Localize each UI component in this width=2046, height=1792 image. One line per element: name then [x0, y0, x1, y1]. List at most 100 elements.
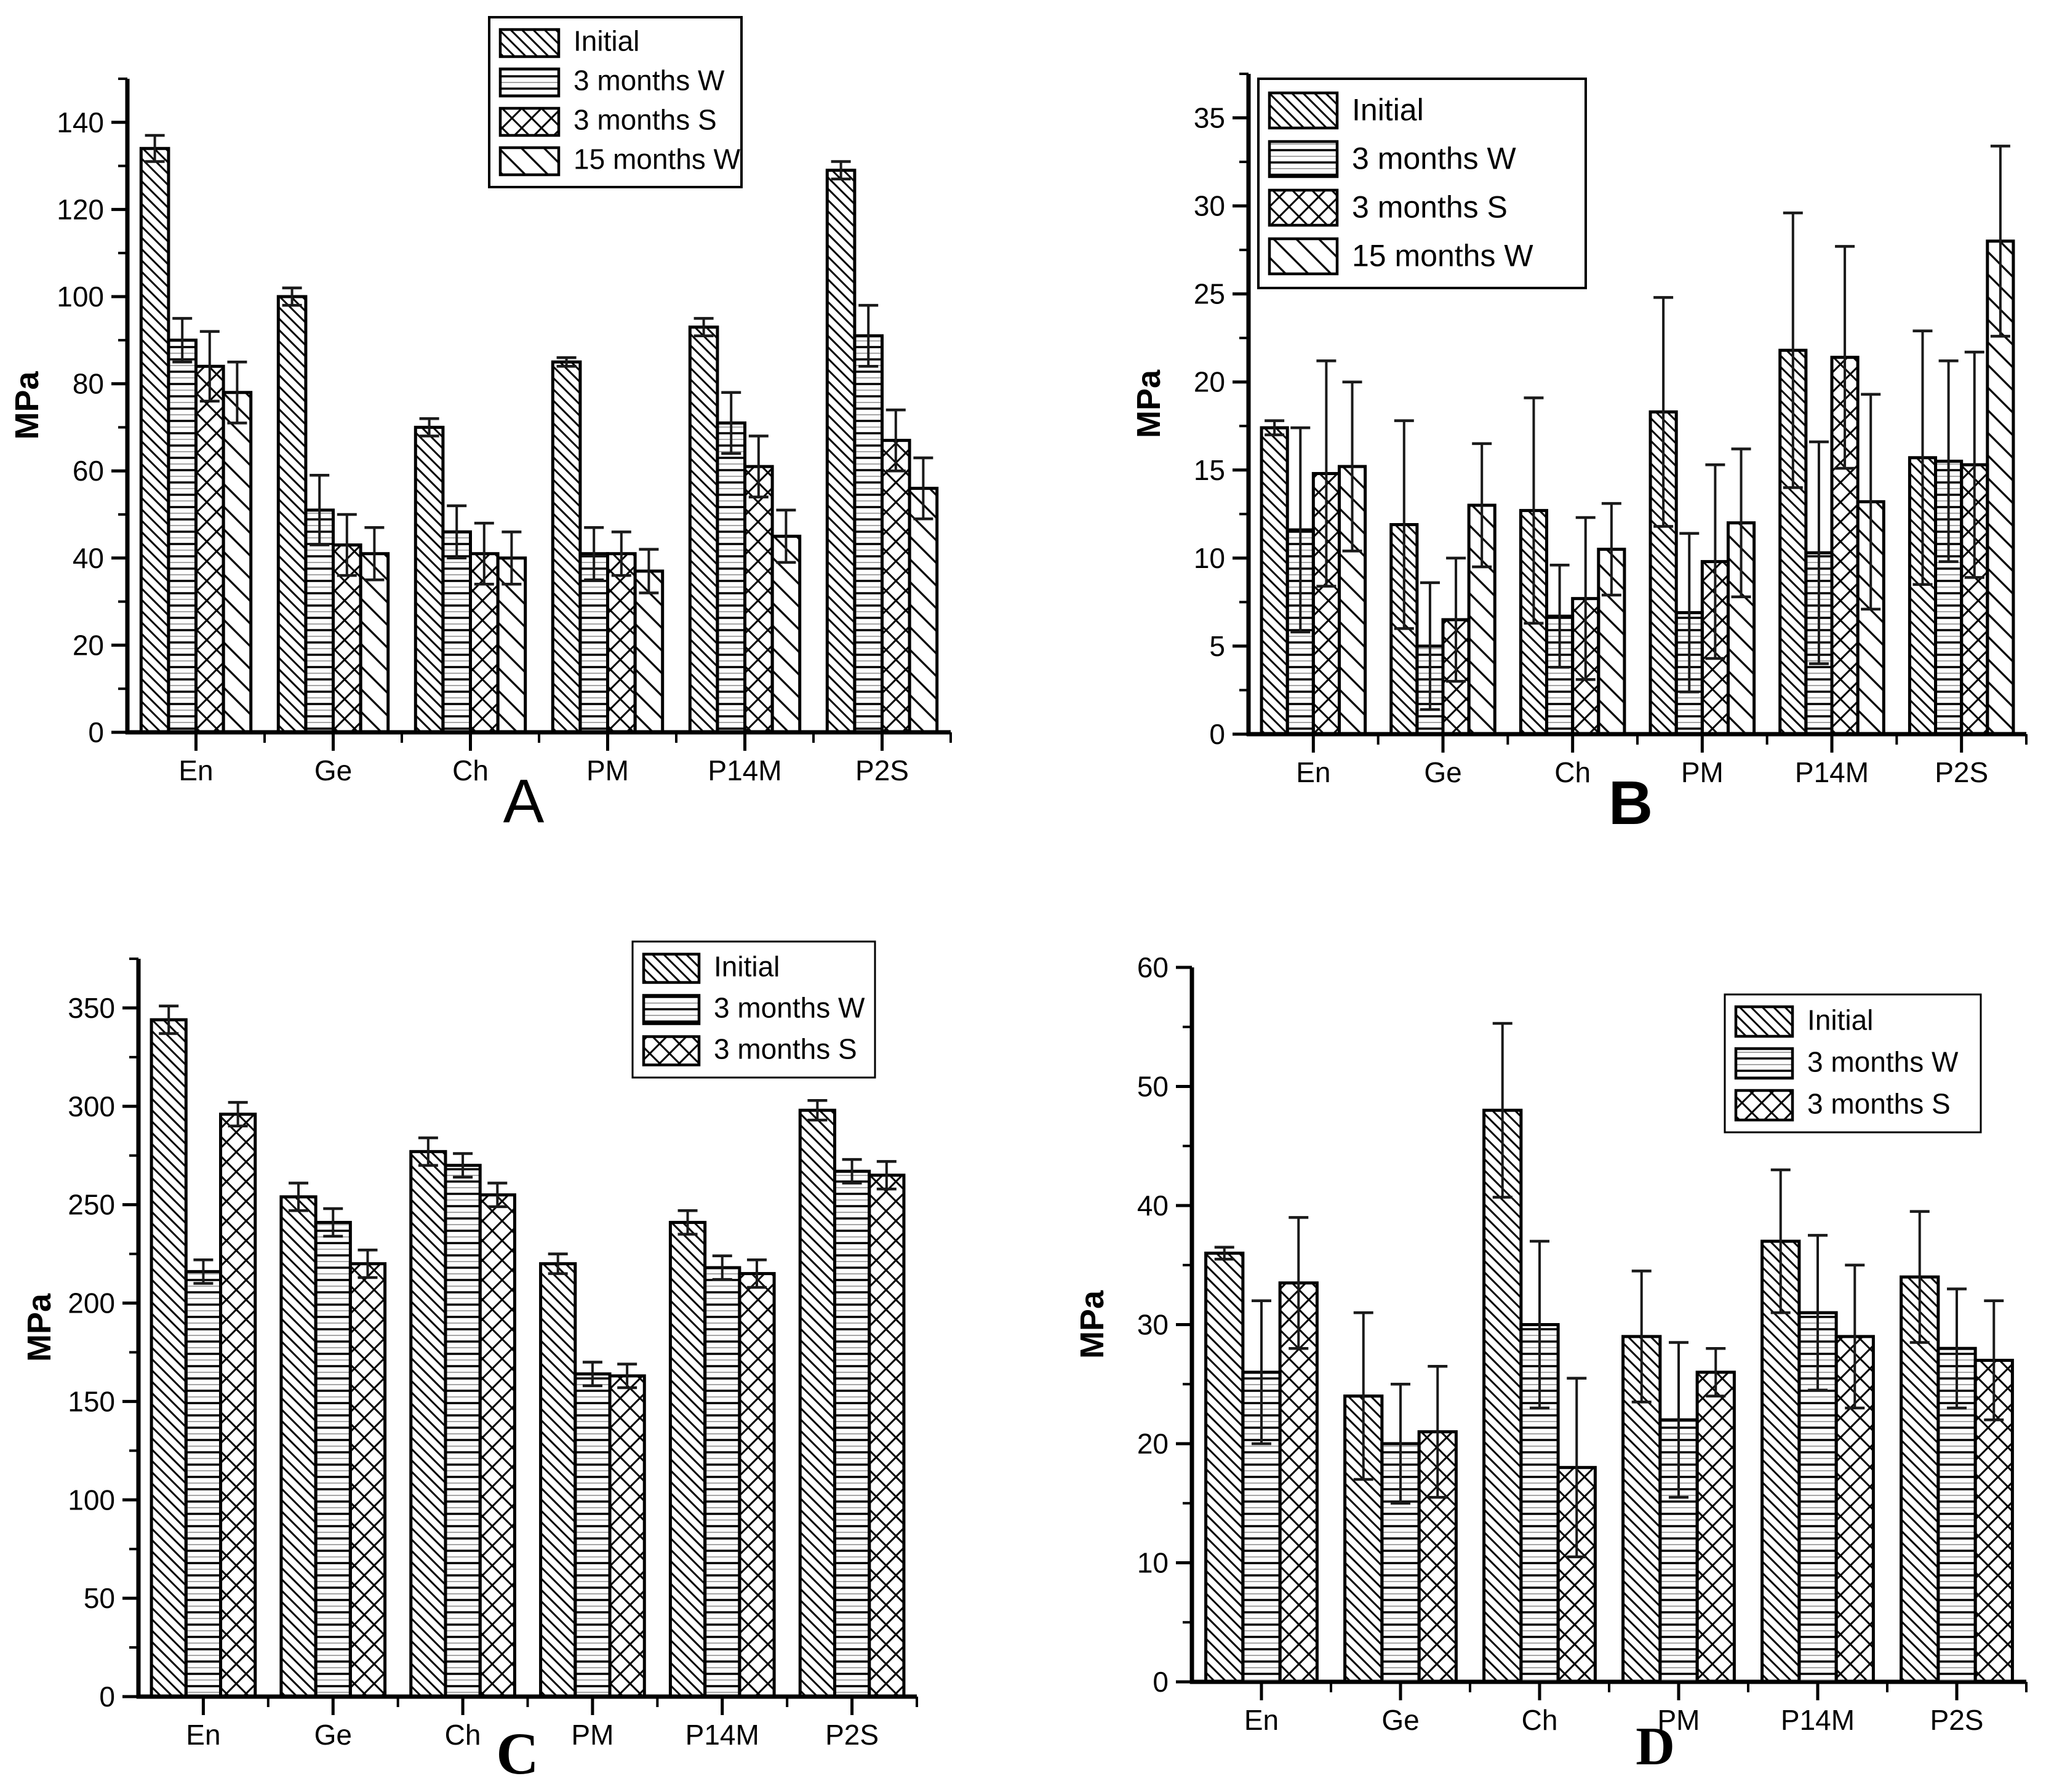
- error-bar-P2S-3-months-s: [1984, 1299, 2004, 1422]
- error-bar-P2S-15-months-w: [913, 456, 933, 521]
- error-bar-Ch-3-months-s: [1575, 516, 1596, 681]
- legend-swatch-diagonal-icon: [1734, 1005, 1794, 1038]
- legend-label: 15 months W: [1352, 238, 1533, 273]
- y-axis-ticks: [122, 958, 138, 1698]
- legend-swatch-crosshatch-icon: [642, 1035, 701, 1066]
- error-bar-P14M-3-months-w: [712, 1254, 732, 1281]
- panel-b: 0 5 10 15 20 25 30 35 En Ge Ch PM P14M P2S Initial 3 mo…: [1023, 0, 2046, 896]
- legend-label: Initial: [1807, 1004, 1873, 1036]
- error-bar-Ge-initial: [1394, 419, 1414, 630]
- chart-panel-A: 0 20 40 60 80 100 120 140 En Ge Ch PM P14M P2S Initial…: [9, 16, 952, 786]
- bar-En-3-months-s: [1311, 472, 1341, 736]
- error-bars: [159, 1004, 897, 1390]
- bar-Ge-initial: [276, 295, 308, 734]
- legend-swatch-diagonal-icon: [1268, 91, 1339, 130]
- legend-swatch-horizontal-icon: [1268, 140, 1339, 178]
- x-tick-label: Ge: [314, 1719, 352, 1751]
- error-bar-Ge-3-months-s: [1428, 1364, 1448, 1499]
- y-tick-label: 40: [1137, 1190, 1169, 1222]
- y-tick-label: 25: [1194, 278, 1225, 310]
- legend-swatch-diagonal-sparse-icon: [498, 146, 561, 177]
- legend-label: 3 months W: [1352, 141, 1517, 175]
- y-tick-label: 0: [1209, 718, 1225, 750]
- error-bar-Ch-3-months-w: [1549, 564, 1570, 669]
- error-bar-PM-15-months-w: [639, 548, 659, 594]
- x-tick-label: Ch: [445, 1719, 481, 1751]
- y-tick-label: 20: [1194, 366, 1225, 398]
- x-tick-label: P2S: [1930, 1704, 1984, 1736]
- y-axis-ticks: [1176, 966, 1192, 1684]
- bar-P2S-3-months-s: [868, 1174, 906, 1698]
- error-bar-PM-initial: [1631, 1270, 1652, 1404]
- panel-b-letter: B: [1608, 769, 1653, 838]
- y-tick-label: 10: [1194, 542, 1225, 574]
- error-bar-Ch-initial: [1524, 396, 1544, 625]
- y-axis-ticks: [1233, 73, 1249, 736]
- y-tick-label: 150: [68, 1385, 115, 1417]
- x-tick-label: P2S: [855, 754, 909, 786]
- panel-c: 0 50 100 150 200 250 300 350 En Ge Ch PM P14M P2S Init…: [0, 896, 1023, 1792]
- bar-En-3-months-s: [194, 364, 225, 734]
- error-bar-Ch-initial: [418, 1136, 438, 1167]
- error-bar-P2S-initial: [807, 1098, 828, 1122]
- bar-P2S-initial: [825, 169, 857, 734]
- x-axis-ticks: [201, 1697, 918, 1715]
- error-bar-P14M-15-months-w: [1861, 393, 1881, 611]
- x-tick-label: P14M: [685, 1719, 759, 1751]
- chart-panel-D: 0 10 20 30 40 50 60 En Ge Ch PM P14M P2S Initial 3 mon…: [1074, 951, 2028, 1736]
- error-bar-P2S-initial: [831, 160, 851, 181]
- error-bar-P2S-initial: [1912, 329, 1933, 586]
- y-axis-ticks: [111, 78, 127, 734]
- error-bar-P14M-3-months-s: [748, 434, 769, 498]
- x-tick-label: En: [178, 754, 213, 786]
- error-bar-En-3-months-s: [1289, 1216, 1309, 1350]
- x-tick-label: PM: [1658, 1704, 1700, 1736]
- bar-P14M-3-months-s: [743, 465, 774, 734]
- legend: Initial 3 months W 3 months S: [631, 940, 876, 1079]
- bar-P14M-3-months-w: [703, 1266, 741, 1698]
- bar-P2S-initial: [798, 1108, 836, 1698]
- x-tick-label: En: [186, 1719, 220, 1751]
- x-tick-label: P14M: [1795, 756, 1869, 788]
- error-bar-PM-15-months-w: [1731, 447, 1751, 599]
- error-bar-En-initial: [159, 1004, 179, 1035]
- y-axis-labels: 0 10 20 30 40 50 60: [1137, 951, 1169, 1698]
- bar-P2S-3-months-w: [833, 1169, 871, 1698]
- error-bar-P2S-3-months-w: [1947, 1287, 1967, 1410]
- bar-Ch-3-months-s: [478, 1193, 516, 1698]
- error-bar-PM-3-months-w: [582, 1361, 602, 1388]
- panel-c-letter: C: [496, 1721, 539, 1786]
- error-bar-PM-3-months-s: [1705, 463, 1725, 660]
- legend-swatch-horizontal-icon: [1734, 1047, 1794, 1080]
- y-tick-label: 350: [68, 992, 115, 1024]
- bar-PM-3-months-s: [1695, 1370, 1736, 1684]
- error-bar-Ge-3-months-w: [323, 1207, 343, 1238]
- x-tick-label: P2S: [825, 1719, 879, 1751]
- panel-d: 0 10 20 30 40 50 60 En Ge Ch PM P14M P2S Initial 3 mon…: [1023, 896, 2046, 1792]
- y-tick-label: 250: [68, 1189, 115, 1221]
- bar-Ch-3-months-w: [444, 1164, 482, 1698]
- y-tick-label: 50: [1137, 1071, 1169, 1103]
- panel-a-letter: A: [503, 767, 545, 836]
- legend-item-3-months-w: 3 months W: [498, 64, 725, 98]
- legend-item-initial: Initial: [642, 950, 780, 984]
- legend-item-initial: Initial: [498, 25, 639, 58]
- panel-a: 0 20 40 60 80 100 120 140 En Ge Ch PM P14M P2S Initial…: [0, 0, 1023, 896]
- legend-item-3-months-w: 3 months W: [1268, 140, 1517, 178]
- x-tick-label: P14M: [708, 754, 781, 786]
- error-bar-P2S-3-months-w: [842, 1158, 862, 1185]
- x-tick-label: Ge: [314, 754, 352, 786]
- legend-swatch-crosshatch-icon: [498, 106, 561, 137]
- error-bar-P2S-3-months-s: [885, 408, 906, 473]
- x-tick-label: Ch: [452, 754, 489, 786]
- bar-Ch-initial: [1482, 1108, 1523, 1684]
- error-bar-P14M-3-months-w: [1808, 1234, 1828, 1392]
- y-tick-label: 80: [73, 368, 104, 400]
- error-bar-Ge-initial: [282, 286, 302, 307]
- y-tick-label: 300: [68, 1090, 115, 1122]
- legend-label: 15 months W: [573, 143, 741, 175]
- legend-swatch-crosshatch-icon: [1268, 188, 1339, 227]
- bar-En-15-months-w: [222, 391, 253, 734]
- y-axis-title: MPa: [9, 371, 46, 440]
- bars: [1204, 1108, 2014, 1684]
